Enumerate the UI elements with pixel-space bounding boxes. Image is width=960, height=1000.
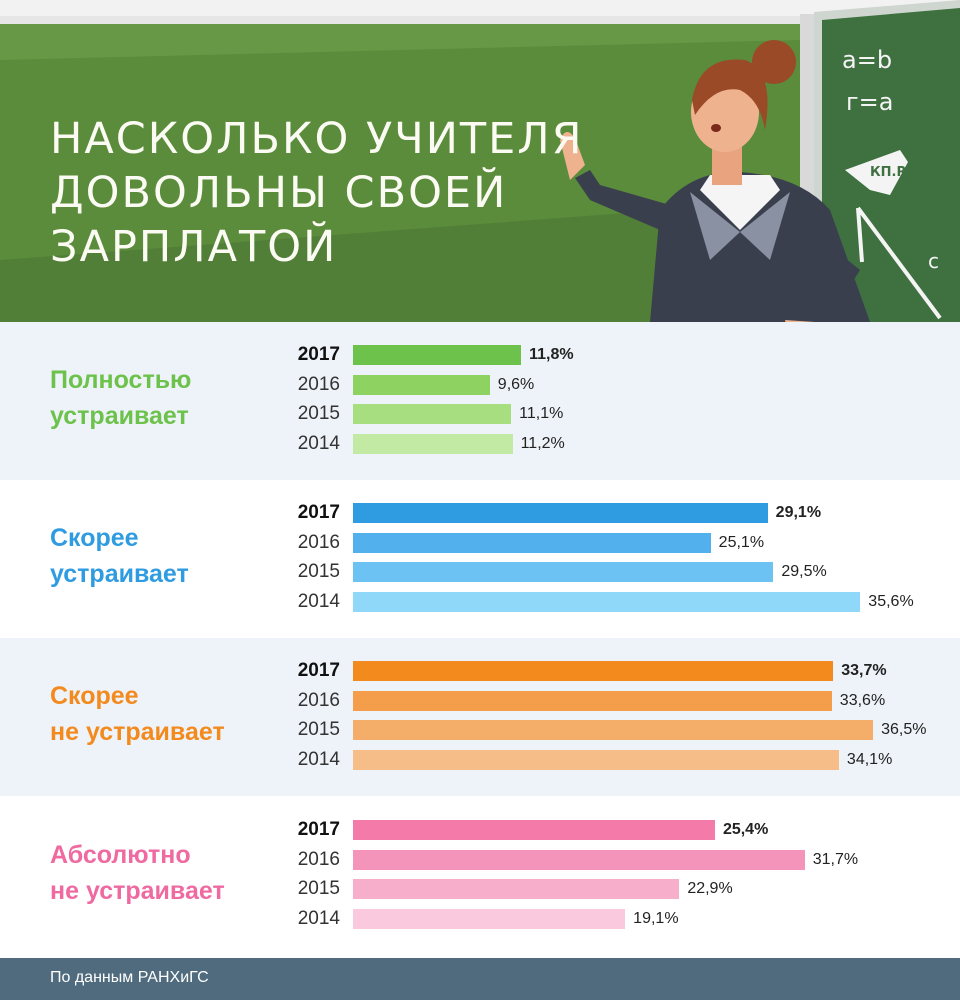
footer: По данным РАНХиГС bbox=[0, 958, 960, 1000]
board-writing-2: г=a bbox=[846, 88, 893, 116]
bar bbox=[353, 374, 490, 395]
year-tick-label: 2017 bbox=[297, 660, 340, 681]
bar bbox=[353, 661, 834, 681]
value-label: 33,7% bbox=[841, 662, 887, 679]
category-label-line: не устраивает bbox=[50, 877, 225, 905]
category-label: Абсолютно не устраивает bbox=[50, 837, 225, 909]
bar-row: 2015 22,9% bbox=[0, 876, 960, 902]
year-tick-label: 2015 bbox=[297, 719, 340, 740]
bar bbox=[353, 345, 522, 365]
category-label-line: Абсолютно bbox=[50, 841, 191, 869]
value-label: 25,4% bbox=[722, 821, 769, 838]
title-line-2: довольны своей bbox=[50, 168, 508, 218]
chalkboard-illustration: a=b г=a c КП.RU bbox=[0, 0, 960, 322]
bar-row: 2014 19,1% bbox=[0, 906, 960, 932]
year-tick-label: 2016 bbox=[297, 848, 340, 870]
bar bbox=[353, 749, 839, 770]
value-label: 31,7% bbox=[812, 850, 859, 868]
year-tick-label: 2015 bbox=[297, 403, 340, 424]
year-tick-label: 2017 bbox=[297, 819, 340, 840]
category-label: Скорее не устраивает bbox=[50, 678, 225, 750]
bar-row: 2017 33,7% bbox=[0, 658, 960, 684]
bar bbox=[353, 720, 874, 740]
bar-row: 2017 25,4% bbox=[0, 817, 960, 843]
category-label-line: Полностью bbox=[50, 366, 192, 394]
value-label: 9,6% bbox=[497, 375, 535, 393]
bar bbox=[353, 908, 626, 929]
value-label: 36,5% bbox=[881, 721, 927, 738]
category-label: Скорее устраивает bbox=[50, 520, 189, 592]
value-label: 19,1% bbox=[633, 909, 679, 927]
value-label: 11,8% bbox=[529, 346, 574, 363]
year-tick-label: 2017 bbox=[297, 502, 340, 523]
year-tick-label: 2014 bbox=[297, 432, 340, 454]
value-label: 22,9% bbox=[687, 880, 733, 897]
svg-text:КП.RU: КП.RU bbox=[870, 165, 917, 180]
category-label: Полностью устраивает bbox=[50, 362, 191, 434]
year-tick-label: 2015 bbox=[297, 878, 340, 899]
teacher-illustration bbox=[560, 40, 870, 322]
bar bbox=[353, 433, 513, 454]
category-label-line: Скорее bbox=[50, 524, 139, 552]
value-label: 11,1% bbox=[519, 405, 564, 422]
year-tick-label: 2014 bbox=[297, 748, 340, 770]
bar-row: 2014 35,6% bbox=[0, 589, 960, 615]
year-tick-label: 2015 bbox=[297, 561, 340, 582]
year-tick-label: 2014 bbox=[297, 590, 340, 612]
bar-row: 2016 9,6% bbox=[0, 372, 960, 398]
board-writing-1: a=b bbox=[842, 46, 892, 74]
value-label: 11,2% bbox=[520, 434, 565, 452]
value-label: 25,1% bbox=[718, 533, 765, 551]
category-label-line: Скорее bbox=[50, 682, 139, 710]
bar-row: 2017 29,1% bbox=[0, 500, 960, 526]
title-line-3: зарплатой bbox=[50, 222, 338, 272]
page-title: Насколько учителя довольны своей зарплат… bbox=[50, 112, 584, 274]
source-note: По данным РАНХиГС bbox=[50, 969, 209, 986]
bar-row: 2016 33,6% bbox=[0, 688, 960, 714]
bar-row: 2014 11,2% bbox=[0, 431, 960, 457]
kp-logo: КП.RU bbox=[845, 150, 917, 195]
value-label: 34,1% bbox=[846, 750, 893, 768]
bar bbox=[353, 820, 715, 840]
year-tick-label: 2016 bbox=[297, 373, 340, 395]
year-tick-label: 2014 bbox=[297, 907, 340, 929]
title-line-1: Насколько учителя bbox=[50, 114, 584, 164]
bar bbox=[353, 591, 861, 612]
bar-row: 2015 11,1% bbox=[0, 401, 960, 427]
header-banner: a=b г=a c КП.RU Насколько учителя доволь… bbox=[0, 0, 960, 322]
bar-row: 2014 34,1% bbox=[0, 747, 960, 773]
bar-row: 2017 11,8% bbox=[0, 342, 960, 368]
bar bbox=[353, 849, 805, 870]
bar-row: 2015 29,5% bbox=[0, 559, 960, 585]
year-tick-label: 2017 bbox=[297, 344, 340, 365]
year-tick-label: 2016 bbox=[297, 689, 340, 711]
category-section: Скорее устраивает 2017 29,1% 2016 25,1% 2015 29… bbox=[0, 480, 960, 638]
bar-row: 2015 36,5% bbox=[0, 717, 960, 743]
bar-row: 2016 31,7% bbox=[0, 847, 960, 873]
bar bbox=[353, 562, 774, 582]
category-section: Полностью устраивает 2017 11,8% 2016 9,6% 2015… bbox=[0, 322, 960, 480]
value-label: 35,6% bbox=[868, 592, 914, 610]
category-label-line: не устраивает bbox=[50, 718, 225, 746]
board-writing-3: c bbox=[928, 249, 939, 273]
value-label: 33,6% bbox=[839, 691, 886, 709]
bar bbox=[353, 532, 711, 553]
category-section: Скорее не устраивает 2017 33,7% 2016 33,6% 201… bbox=[0, 638, 960, 796]
bar bbox=[353, 879, 680, 899]
value-label: 29,5% bbox=[781, 563, 827, 580]
category-section: Абсолютно не устраивает 2017 25,4% 2016 31,7%… bbox=[0, 797, 960, 958]
bar bbox=[353, 503, 768, 523]
value-label: 29,1% bbox=[775, 504, 822, 521]
category-label-line: устраивает bbox=[50, 560, 189, 588]
bar-row: 2016 25,1% bbox=[0, 530, 960, 556]
year-tick-label: 2016 bbox=[297, 531, 340, 553]
triangle-drawing bbox=[856, 206, 942, 320]
bar bbox=[353, 690, 832, 711]
bar bbox=[353, 404, 512, 424]
category-label-line: устраивает bbox=[50, 402, 189, 430]
